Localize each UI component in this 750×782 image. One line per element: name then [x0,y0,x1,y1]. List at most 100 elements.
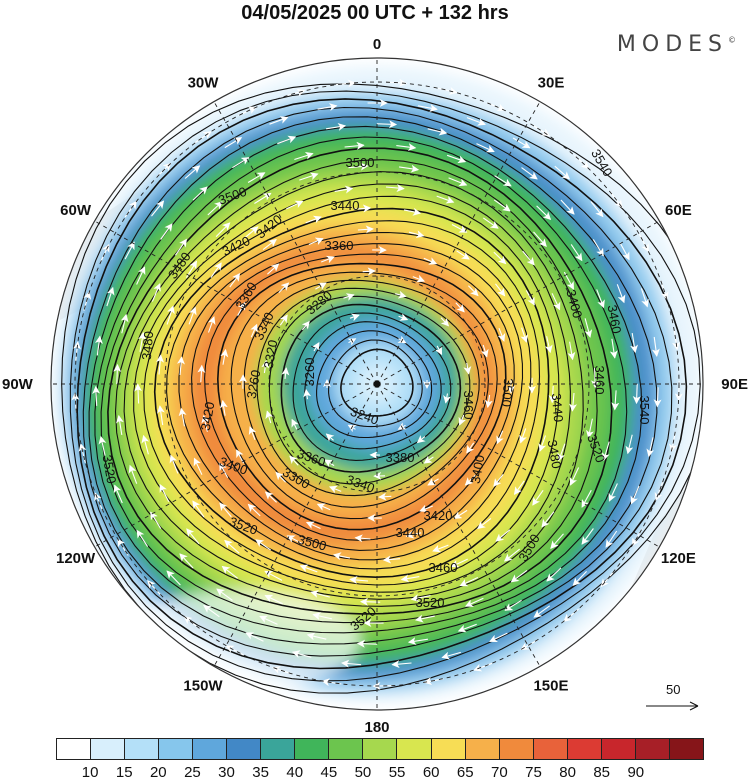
copyright-mark: © [728,35,736,45]
contour-label: 3460 [592,366,607,395]
wind-arrow [605,530,618,548]
latitude-circle [74,81,680,687]
wind-arrow [236,449,245,464]
wind-arrow [525,290,535,306]
contour-label: 3480 [139,331,156,361]
wind-arrow [504,599,522,611]
colorbar-swatch [57,739,92,759]
wind-arrow [396,143,417,152]
colorbar-swatch [125,739,160,759]
colorbar-swatch [669,739,703,759]
wind-arrow [277,135,297,145]
wind-arrow [611,390,620,411]
wind-arrow [328,485,342,494]
wind-arrow [289,455,299,466]
wind-arrow [427,127,448,136]
contour-label: 3460 [461,391,476,420]
colorbar-tick-label: 40 [286,764,304,781]
wind-arrow [378,492,392,501]
wind-arrow [136,266,146,285]
wind-arrow [344,141,365,150]
wind-arrow [247,503,261,517]
graticule [51,58,703,710]
wind-arrow [176,356,185,376]
wind-arrow [596,289,605,309]
wind-arrow [484,394,493,409]
wind-arrow [459,577,479,587]
wind-arrow [520,327,528,343]
wind-arrow [382,555,401,564]
contour-label: 3540 [637,396,652,425]
contour-label: 3440 [549,393,566,423]
wind-arrow [264,491,277,503]
wind-arrow [423,257,438,265]
wind-arrow [92,385,101,406]
height-contour [191,243,524,551]
colorbar-swatch [227,739,262,759]
wind-arrow [536,205,552,220]
wind-arrow [466,442,475,454]
colorbar-labels: 10 15 20 25 30 35 40 45 50 55 60 65 70 75 80 85 90 [56,764,704,782]
wind-arrow [343,293,355,301]
contour-label: 3500 [296,532,328,554]
wind-arrow [207,201,223,216]
wind-arrow [113,363,122,385]
wind-arrow [493,199,511,212]
wind-arrow [432,544,449,553]
longitude-labels: 0 30E 60E 90E 120E 150E 180 150W 120W 90W 60W 30W [2,36,748,736]
wind-arrow [325,433,335,442]
wind-arrow [495,529,511,542]
south-pole-marker [373,380,381,388]
height-contour [88,116,658,645]
wind-arrow [480,344,489,358]
wind-arrow [398,313,409,321]
wind-arrow [219,462,229,478]
meridian-line [213,101,378,385]
wind-arrow [324,459,335,468]
wind-arrow [247,172,266,183]
wind-arrow [160,223,173,240]
wind-arrow [193,457,203,475]
height-contour [107,147,613,615]
wind-arrow [184,165,201,179]
colorbar-swatch [193,739,228,759]
wind-arrow [151,282,161,302]
colorbar-swatch [159,739,194,759]
colorbar-swatch [431,739,466,759]
wind-arrow [651,336,660,357]
meridian-line [376,101,541,385]
wind-arrow [286,200,304,210]
wind-arrow [609,338,618,359]
wind-arrow [178,407,187,427]
wind-arrow [310,590,330,598]
wind-arrow [159,483,170,503]
colorbar-swatch [295,739,330,759]
longitude-label: 180 [364,719,389,736]
contour-label: 3460 [429,560,458,575]
longitude-label: 120E [661,550,696,567]
wind-arrow [503,548,521,562]
longitude-label: 0 [373,36,381,53]
wind-arrow [245,632,264,642]
wind-arrow [493,473,504,487]
wind-arrow [399,164,420,173]
wind-arrow [106,286,115,307]
wind-arrow [136,529,149,547]
wind-arrow [248,426,257,441]
wind-arrow [316,503,331,511]
contour-label: 3420 [424,508,453,523]
wind-arrow [408,230,425,239]
wind-arrow [156,405,165,426]
colorbar-swatch [465,739,500,759]
longitude-label: 90W [2,376,34,393]
wind-arrow [625,434,634,455]
wind-arrow [519,428,527,444]
height-contour [256,287,480,497]
height-contour [268,295,471,485]
wind-arrow [521,167,538,180]
meridian-line [94,220,378,385]
meridian-line [94,383,378,548]
wind-arrow [207,316,216,333]
wind-arrow [221,565,238,579]
